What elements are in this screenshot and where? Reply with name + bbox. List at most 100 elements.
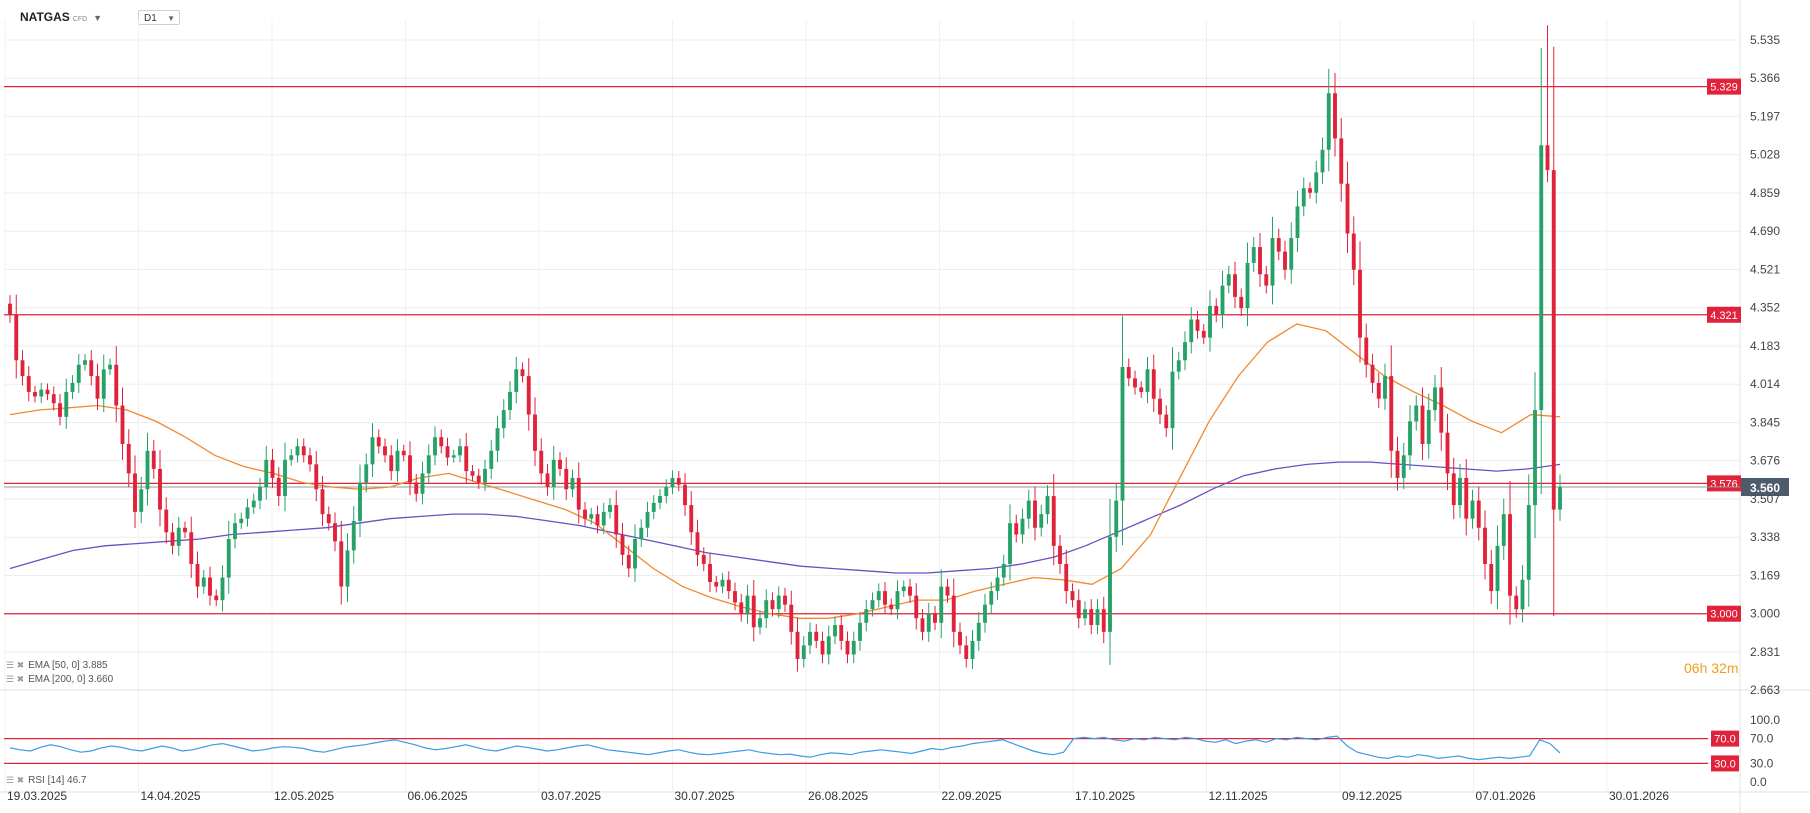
candle-body — [1114, 500, 1119, 537]
candle — [58, 393, 62, 426]
candle — [683, 473, 687, 516]
rsi-level-label: 70.0 — [1714, 734, 1735, 746]
candle — [558, 452, 562, 477]
chevron-down-icon[interactable]: ▼ — [167, 14, 175, 23]
candle — [820, 631, 825, 664]
candle — [145, 432, 150, 506]
level-tag — [1707, 78, 1741, 95]
candle — [951, 578, 956, 648]
candle — [1170, 347, 1175, 450]
candle-body — [1008, 523, 1012, 564]
chevron-down-icon[interactable]: ▼ — [93, 13, 103, 23]
candle — [520, 362, 525, 383]
candle — [801, 636, 806, 668]
candle-body — [1083, 609, 1087, 619]
candle — [633, 524, 637, 582]
candle-body — [1201, 330, 1206, 338]
candle — [76, 353, 81, 393]
candle — [745, 584, 750, 624]
candle — [876, 583, 881, 608]
candle — [1420, 387, 1425, 461]
candle-body — [414, 482, 419, 494]
ema200-legend[interactable]: ☰ ✖ EMA [200, 0] 3.660 — [6, 674, 113, 685]
candle — [1401, 442, 1406, 490]
candle-body — [520, 369, 525, 377]
candle-body — [1095, 609, 1100, 626]
candle-body — [233, 523, 237, 540]
candle — [676, 471, 681, 492]
timeframe-value: D1 — [144, 13, 157, 24]
candle — [1076, 589, 1081, 629]
candle-body — [614, 505, 619, 535]
candle-body — [1283, 251, 1287, 270]
candle — [889, 598, 894, 616]
candle — [1476, 486, 1481, 541]
candle — [1164, 405, 1169, 437]
candle-body — [1401, 455, 1406, 478]
candle — [814, 624, 819, 649]
candle-body — [801, 645, 806, 659]
candle-body — [839, 625, 844, 641]
candle — [283, 442, 287, 512]
candle — [995, 568, 1000, 600]
timeframe-select[interactable]: D1 ▼ — [138, 10, 180, 25]
candle — [1264, 265, 1269, 294]
candle — [1183, 331, 1187, 371]
price-tick-label: 2.831 — [1750, 645, 1780, 659]
candle-body — [1364, 337, 1369, 365]
candle — [508, 381, 512, 420]
ema50-legend[interactable]: ☰ ✖ EMA [50, 0] 3.885 — [6, 660, 108, 671]
candle-body — [164, 509, 169, 533]
candle-body — [1045, 496, 1050, 515]
candle — [495, 415, 500, 463]
candle-body — [364, 464, 369, 483]
candle-body — [1445, 432, 1450, 474]
settings-icon[interactable]: ☰ ✖ — [6, 660, 25, 670]
price-tick-label: 4.690 — [1750, 224, 1780, 238]
candle-body — [783, 595, 787, 605]
candle-body — [526, 376, 531, 415]
candle — [1083, 601, 1087, 626]
candle-body — [1233, 274, 1237, 297]
candle — [1270, 216, 1275, 305]
candle — [1408, 404, 1412, 471]
candle-body — [95, 376, 100, 399]
symbol-selector[interactable]: NATGAS CFD ▼ — [20, 10, 102, 24]
candle — [395, 439, 400, 482]
candle — [14, 294, 19, 379]
rsi-legend[interactable]: ☰ ✖ RSI [14] 46.7 — [6, 775, 87, 786]
candle-body — [701, 554, 706, 564]
rsi-label: RSI [14] 46.7 — [28, 775, 87, 786]
candle — [1026, 489, 1031, 529]
date-tick-label: 14.04.2025 — [141, 789, 201, 803]
candle — [445, 437, 450, 466]
candle — [364, 453, 369, 493]
price-tick-label: 4.014 — [1750, 377, 1780, 391]
price-tick-label: 3.676 — [1750, 454, 1780, 468]
candle — [839, 614, 844, 651]
candle-body — [745, 595, 750, 614]
candle — [576, 462, 581, 524]
level-tag-label: 3.576 — [1710, 478, 1738, 490]
candle — [1101, 596, 1106, 644]
candle-body — [739, 602, 744, 614]
settings-icon[interactable]: ☰ ✖ — [6, 674, 25, 684]
candle-body — [1439, 387, 1444, 433]
candle — [1289, 222, 1294, 284]
price-tick-label: 4.521 — [1750, 262, 1780, 276]
candle-body — [589, 514, 594, 519]
candle-body — [776, 595, 781, 610]
settings-icon[interactable]: ☰ ✖ — [6, 775, 25, 785]
candle — [1033, 486, 1037, 541]
candle — [533, 397, 537, 467]
candle-body — [539, 450, 544, 474]
price-tick-label: 5.366 — [1750, 71, 1780, 85]
candle-body — [64, 391, 69, 417]
current-price-label: 3.560 — [1750, 481, 1780, 495]
date-tick-label: 06.06.2025 — [408, 789, 468, 803]
candle-body — [1239, 296, 1244, 309]
candle-body — [1520, 579, 1525, 610]
candle — [751, 580, 756, 642]
candle — [626, 545, 631, 578]
